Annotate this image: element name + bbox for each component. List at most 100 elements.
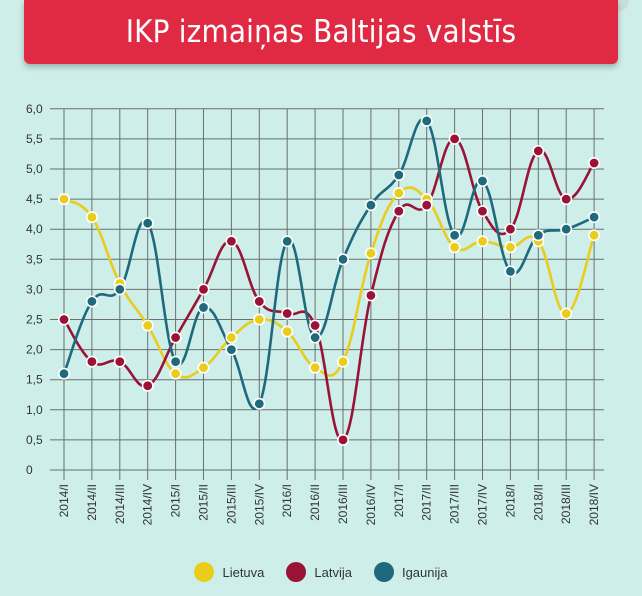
data-point-igaunija [253,397,266,410]
y-tick-label: 2,0 [26,343,43,357]
x-tick-label: 2017/III [448,484,462,524]
data-point-lietuva [225,331,238,344]
data-point-lietuva [336,355,349,368]
data-point-igaunija [392,169,405,182]
data-point-igaunija [560,223,573,236]
data-point-lietuva [588,229,601,242]
y-tick-label: 3,0 [26,282,43,296]
data-point-latvija [504,223,517,236]
x-tick-label: 2018/IV [587,484,601,525]
data-point-latvija [253,295,266,308]
data-point-latvija [169,331,182,344]
x-tick-label: 2014/III [113,484,127,524]
legend-item-latvija[interactable]: Latvija [286,562,352,582]
data-point-igaunija [448,229,461,242]
data-point-igaunija [504,265,517,278]
data-point-lietuva [392,187,405,200]
data-point-latvija [364,289,377,302]
x-tick-label: 2018/III [559,484,573,524]
legend: Lietuva Latvija Igaunija [0,560,642,584]
y-tick-label: 5,5 [26,132,43,146]
data-point-latvija [225,235,238,248]
series-line-igaunija [62,117,595,410]
data-point-igaunija [588,211,601,224]
y-tick-label: 1,5 [26,373,43,387]
y-tick-label: 5,0 [26,162,43,176]
x-tick-label: 2014/II [85,484,99,521]
x-tick-label: 2016/III [336,484,350,524]
y-tick-label: 0,5 [26,433,43,447]
data-point-latvija [588,156,601,169]
data-point-lietuva [309,361,322,374]
data-point-latvija [420,199,433,212]
x-tick-label: 2017/I [392,484,406,517]
x-tick-label: 2014/I [57,484,71,517]
data-point-igaunija [169,355,182,368]
data-point-lietuva [197,361,210,374]
data-point-igaunija [476,175,489,188]
legend-label-latvija: Latvija [314,564,352,580]
x-tick-label: 2014/IV [141,484,155,525]
data-point-latvija [57,313,70,326]
y-tick-label: 6,0 [26,102,43,116]
y-tick-label: 4,0 [26,222,43,236]
data-point-igaunija [281,235,294,248]
data-point-lietuva [85,211,98,224]
data-point-latvija [532,144,545,157]
chart-title: IKP izmaiņas Baltijas valstīs [125,14,517,50]
data-point-lietuva [476,235,489,248]
data-point-latvija [281,307,294,320]
data-point-lietuva [504,241,517,254]
data-point-igaunija [141,217,154,230]
data-point-lietuva [364,247,377,260]
data-point-igaunija [57,367,70,380]
data-point-igaunija [85,295,98,308]
data-point-latvija [560,193,573,206]
data-point-latvija [113,355,126,368]
title-banner: IKP izmaiņas Baltijas valstīs [24,0,618,64]
x-tick-label: 2018/I [503,484,517,517]
data-point-lietuva [57,193,70,206]
x-tick-label: 2015/I [169,484,183,517]
data-point-igaunija [197,301,210,314]
data-point-igaunija [336,253,349,266]
y-tick-label: 1,0 [26,403,43,417]
data-point-latvija [141,379,154,392]
y-tick-label: 4,5 [26,192,43,206]
legend-label-lietuva: Lietuva [222,564,265,580]
data-point-latvija [336,433,349,446]
y-tick-label: 3,5 [26,252,43,266]
data-point-latvija [309,319,322,332]
legend-swatch-igaunija [373,562,394,582]
data-point-latvija [448,132,461,145]
legend-item-lietuva[interactable]: Lietuva [194,562,264,582]
x-tick-label: 2018/II [531,484,545,521]
data-point-lietuva [448,241,461,254]
x-tick-label: 2015/II [197,484,211,521]
data-point-latvija [392,205,405,218]
x-tick-label: 2015/IV [252,484,266,525]
data-point-igaunija [225,343,238,356]
data-point-lietuva [169,367,182,380]
x-tick-label: 2015/III [224,484,238,524]
y-tick-label: 2,5 [26,313,43,327]
legend-label-igaunija: Igaunija [401,564,448,580]
data-point-lietuva [253,313,266,326]
data-point-latvija [197,283,210,296]
legend-item-igaunija[interactable]: Igaunija [373,562,448,582]
data-point-lietuva [281,325,294,338]
legend-swatch-latvija [286,562,307,582]
data-point-igaunija [420,114,433,127]
legend-swatch-lietuva [194,562,215,582]
data-point-igaunija [364,199,377,212]
x-tick-label: 2016/IV [364,484,378,525]
data-point-lietuva [560,307,573,320]
data-point-igaunija [309,331,322,344]
series-line-lietuva [63,186,596,379]
data-point-igaunija [532,229,545,242]
data-point-igaunija [113,283,126,296]
x-tick-label: 2016/II [308,484,322,521]
data-point-latvija [476,205,489,218]
data-point-latvija [85,355,98,368]
